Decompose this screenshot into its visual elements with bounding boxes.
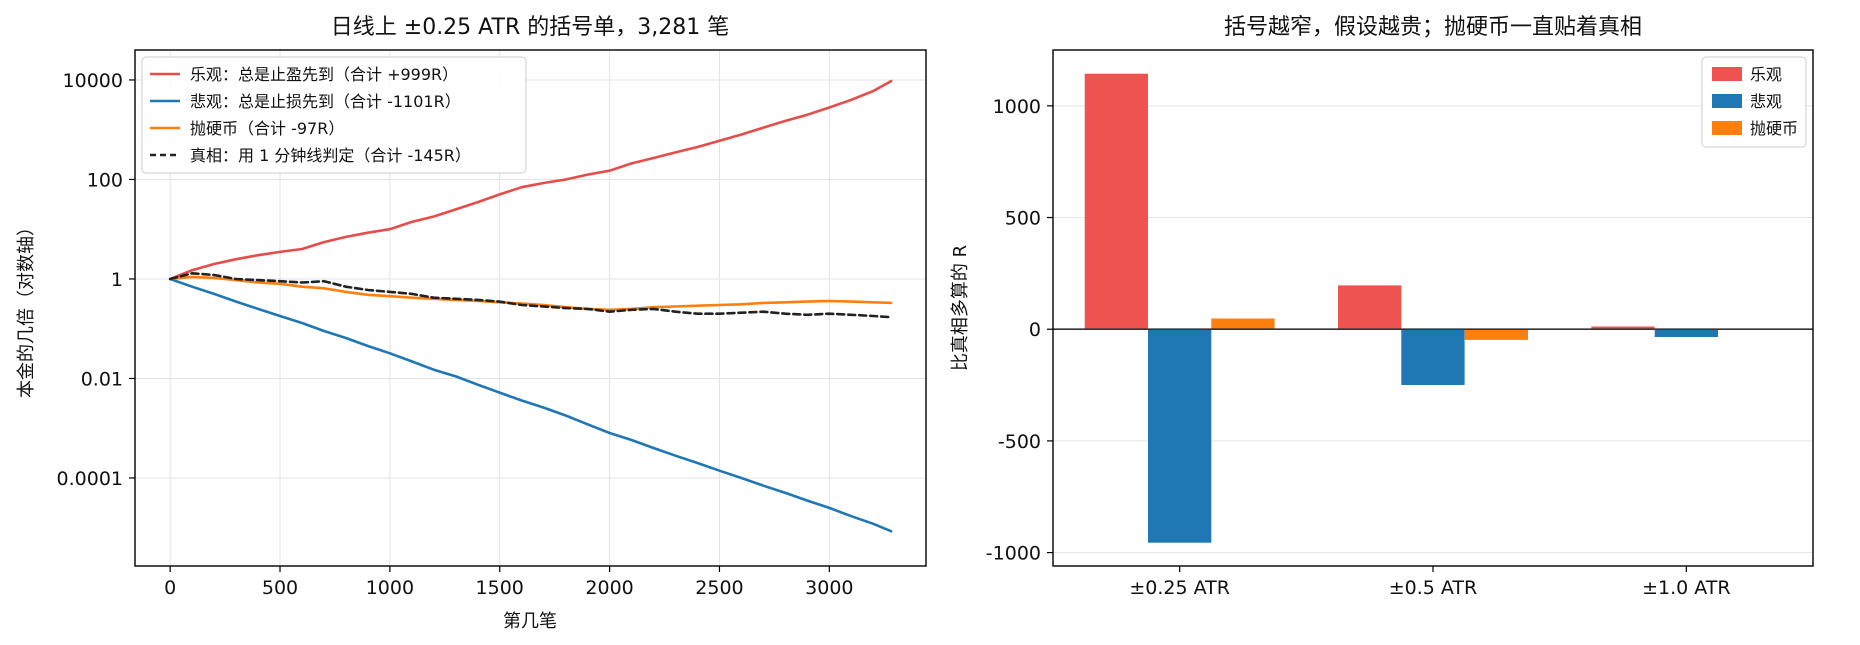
left-ytick-label-1: 0.01 — [81, 368, 123, 390]
legend-label-optimistic: 乐观：总是止盈先到（合计 +999R） — [190, 65, 458, 84]
left-y-axis-label: 本金的几倍（对数轴） — [16, 218, 37, 398]
legend-label-bar-pessimistic: 悲观 — [1750, 92, 1782, 111]
bar-optimistic-0-5-ATR — [1338, 285, 1402, 330]
left-xtick-label-4: 2000 — [585, 577, 633, 599]
right-ytick-label-2: 0 — [1029, 319, 1041, 341]
left-chart-title: 日线上 ±0.25 ATR 的括号单，3,281 笔 — [331, 15, 729, 40]
legend-swatch-bar-pessimistic — [1712, 94, 1742, 108]
left-ytick-label-3: 100 — [87, 169, 123, 191]
bar-coinflip-0-5-ATR — [1464, 329, 1528, 340]
right-chart-panel: 1000 500 0 -500 -1000 ±0.25 ATR ±0.5 ATR ±1.0 A… — [950, 15, 1814, 599]
legend-label-bar-optimistic: 乐观 — [1750, 65, 1782, 84]
left-ytick-label-4: 10000 — [63, 70, 123, 92]
bar-optimistic-0-25-ATR — [1084, 73, 1148, 330]
right-xtick-label-2: ±1.0 ATR — [1642, 577, 1731, 599]
left-chart-panel: 0 500 1000 1500 2000 2500 3000 0.0001 0.01 1 100 10… — [16, 15, 927, 632]
left-legend: 乐观：总是止盈先到（合计 +999R） 悲观：总是止损先到（合计 -1101R）… — [141, 56, 527, 174]
legend-label-truth: 真相：用 1 分钟线判定（合计 -145R） — [190, 146, 471, 165]
right-xtick-label-1: ±0.5 ATR — [1389, 577, 1478, 599]
bar-pessimistic-0-5-ATR — [1401, 329, 1465, 385]
right-y-axis-label: 比真相多算的 R — [950, 245, 971, 371]
left-series-lines — [168, 79, 893, 533]
line-series-coinflip — [168, 275, 893, 312]
line-series-pessimistic — [168, 277, 893, 533]
left-plot-frame — [134, 49, 927, 567]
legend-swatch-bar-optimistic — [1712, 67, 1742, 81]
right-ytick-label-0: 1000 — [993, 96, 1041, 118]
left-xtick-label-5: 2500 — [695, 577, 743, 599]
legend-label-coinflip: 抛硬币（合计 -97R） — [190, 119, 344, 138]
bar-coinflip-0-25-ATR — [1211, 318, 1275, 330]
right-chart-title: 括号越窄，假设越贵；抛硬币一直贴着真相 — [1224, 15, 1642, 40]
legend-label-pessimistic: 悲观：总是止损先到（合计 -1101R） — [190, 92, 461, 111]
bar-optimistic-1-0-ATR — [1591, 326, 1655, 330]
left-x-axis-label: 第几笔 — [503, 611, 557, 632]
left-axis-ticks: 0 500 1000 1500 2000 2500 3000 0.0001 0.01 1 100 10… — [57, 70, 854, 599]
legend-label-bar-coinflip: 抛硬币 — [1750, 119, 1798, 138]
left-xtick-label-6: 3000 — [805, 577, 853, 599]
left-xtick-label-2: 1000 — [366, 577, 414, 599]
right-ytick-label-1: 500 — [1005, 208, 1041, 230]
left-ytick-label-2: 1 — [111, 269, 123, 291]
legend-swatch-bar-coinflip — [1712, 121, 1742, 135]
right-ytick-label-3: -500 — [998, 431, 1041, 453]
line-series-optimistic — [168, 79, 893, 281]
left-ytick-label-0: 0.0001 — [57, 468, 123, 490]
left-xtick-label-3: 1500 — [476, 577, 524, 599]
line-series-truth — [168, 271, 893, 319]
left-xtick-label-1: 500 — [262, 577, 298, 599]
right-bars — [1084, 73, 1782, 543]
right-axis-ticks: 1000 500 0 -500 -1000 ±0.25 ATR ±0.5 ATR ±1.0 A… — [986, 96, 1731, 599]
bar-pessimistic-1-0-ATR — [1654, 329, 1718, 337]
right-legend: 乐观 悲观 抛硬币 — [1701, 56, 1807, 148]
right-xtick-label-0: ±0.25 ATR — [1129, 577, 1230, 599]
right-ytick-label-4: -1000 — [986, 543, 1041, 565]
left-xtick-label-0: 0 — [164, 577, 176, 599]
bar-pessimistic-0-25-ATR — [1148, 329, 1212, 543]
left-legend-box — [141, 56, 527, 174]
